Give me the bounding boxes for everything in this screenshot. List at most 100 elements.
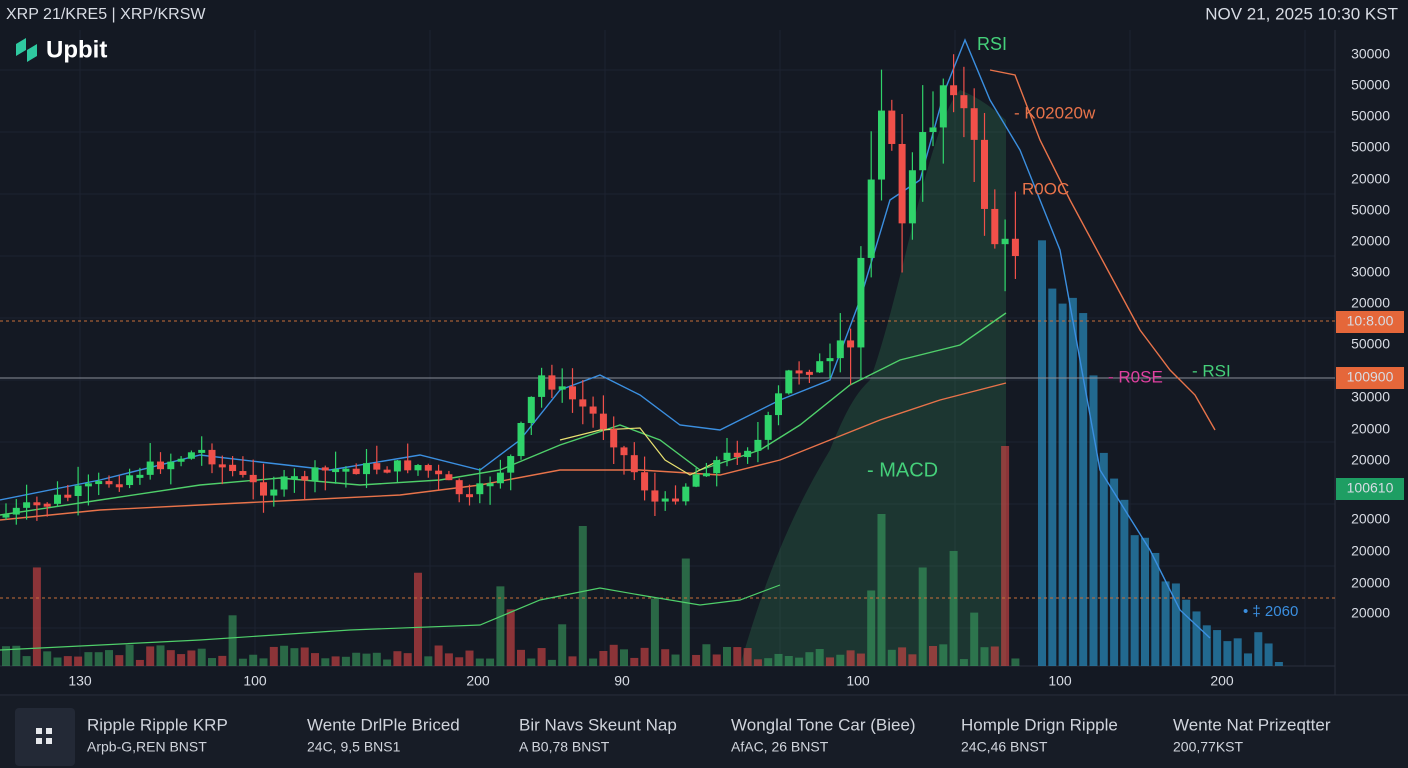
volume-bar	[743, 648, 752, 666]
volume-bar	[753, 659, 762, 666]
candle-body	[229, 464, 237, 472]
volume-bar	[259, 658, 268, 666]
candle-body	[538, 375, 546, 397]
histogram-bar	[1079, 313, 1088, 666]
volume-bar	[444, 653, 453, 666]
price-label: 20000	[1351, 421, 1390, 437]
volume-bar	[568, 656, 577, 666]
candle-body	[239, 471, 247, 475]
logo: Upbit	[16, 36, 107, 63]
candle-body	[898, 143, 906, 224]
price-tag: 10:8.00	[1347, 313, 1394, 329]
ticker-name[interactable]: Homple Drign Ripple	[961, 715, 1118, 734]
ticker-name[interactable]: Wente Nat Prizeqtter	[1173, 715, 1331, 734]
indicator-label: RSI	[977, 34, 1007, 54]
volume-bar	[836, 654, 845, 666]
price-tag-box	[1336, 367, 1404, 389]
price-tag: 100900	[1347, 369, 1394, 385]
candle-body	[218, 464, 226, 468]
volume-bar	[630, 657, 639, 666]
candle-body	[723, 452, 731, 461]
histogram-bar	[1182, 599, 1191, 666]
volume-bar	[887, 649, 896, 666]
price-label: 20000	[1351, 605, 1390, 621]
candle-body	[280, 476, 288, 490]
time-label: 100	[1048, 673, 1072, 689]
price-label: 20000	[1351, 543, 1390, 559]
volume-bar	[53, 657, 62, 666]
price-label: 30000	[1351, 46, 1390, 62]
candle-body	[692, 474, 700, 487]
candle-body	[187, 452, 195, 459]
volume-bar	[939, 644, 948, 666]
candle-body	[610, 429, 618, 448]
volume-bar	[43, 651, 52, 666]
price-axis-panel	[1335, 30, 1408, 695]
volume-bar	[269, 646, 278, 666]
candle-body	[54, 494, 61, 504]
candle-body	[332, 469, 340, 473]
ticker-detail: 24C, 9,5 BNS1	[307, 739, 401, 755]
candle-body	[321, 467, 329, 471]
volume-bar	[32, 567, 41, 666]
price-label: 20000	[1351, 233, 1390, 249]
ma-long-line	[0, 382, 1007, 521]
price-label: 50000	[1351, 77, 1390, 93]
volume-bar	[1001, 446, 1010, 666]
volume-bar	[1011, 658, 1020, 666]
indicator-labels: RSI - K02020w R0OC - R0SE - RSI - MACD • ‡ 206…	[867, 34, 1298, 620]
candle-body	[785, 370, 793, 394]
ticker-name[interactable]: Ripple Ripple KRP	[87, 715, 228, 734]
volume-bar	[959, 659, 968, 666]
candle-body	[857, 257, 865, 348]
volume-bar	[537, 648, 546, 666]
candle-body	[167, 461, 175, 470]
volume-bar	[681, 558, 690, 666]
volume-bar	[723, 646, 731, 666]
volume-bar	[187, 650, 196, 666]
candle-body	[507, 456, 515, 473]
volume-bar	[970, 612, 979, 666]
volume-bar	[146, 646, 155, 666]
candle-body	[105, 481, 113, 485]
candle-body	[661, 498, 669, 502]
price-tag-box	[1336, 311, 1404, 333]
ticker-icon[interactable]	[15, 708, 75, 766]
volume-bar	[156, 645, 165, 666]
volume-bar	[228, 615, 237, 666]
candle-body	[2, 514, 10, 518]
candle-body	[260, 482, 267, 496]
candle-body	[496, 472, 504, 484]
volume-bar	[321, 658, 330, 666]
candle-body	[805, 371, 813, 375]
candle-body	[599, 413, 607, 430]
ticker-name[interactable]: Wente DrlPle Briced	[307, 715, 460, 734]
price-label: 20000	[1351, 575, 1390, 591]
volume-bar	[795, 657, 804, 666]
ticker-name[interactable]: Bir Navs Skeunt Nap	[519, 715, 677, 734]
candle-body	[445, 474, 453, 481]
volume-bar	[506, 609, 515, 666]
volume-bar	[105, 650, 113, 666]
volume-bar	[980, 647, 989, 666]
candle-body	[84, 483, 92, 487]
candle-body	[1001, 238, 1009, 245]
time-label: 90	[614, 673, 630, 689]
volume-bar	[372, 652, 381, 666]
volume-bar	[135, 659, 144, 666]
candle-body	[939, 85, 947, 128]
price-tag: 100610	[1347, 480, 1394, 496]
time-label: 100	[243, 673, 267, 689]
volume-bar	[63, 656, 72, 666]
price-label: 20000	[1351, 452, 1390, 468]
price-axis: 30000 50000 50000 50000 20000 50000 20000 30000…	[1336, 46, 1404, 621]
volume-bar	[898, 647, 907, 666]
candle-body	[414, 465, 422, 471]
histogram-bar	[1120, 499, 1129, 666]
volume-bar	[290, 648, 299, 666]
ticker-detail: AfAC, 26 BNST	[731, 739, 829, 755]
ticker-name[interactable]: Wonglal Tone Car (Biee)	[731, 715, 916, 734]
volume-bar	[424, 656, 433, 666]
ticker-detail: A B0,78 BNST	[519, 739, 610, 755]
